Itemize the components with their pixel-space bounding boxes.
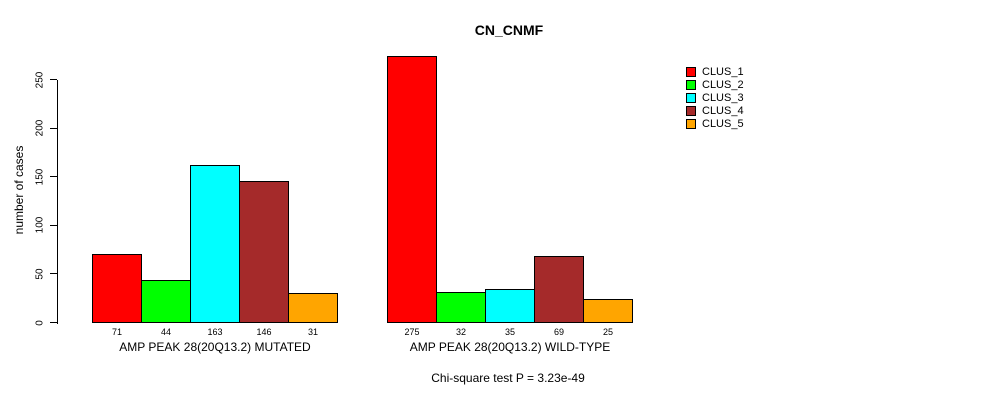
legend-label-clus_3: CLUS_3 [702,92,744,104]
y-axis-tick [50,176,57,177]
bar-value-label: 146 [256,327,272,337]
bar-group2-clus_3 [485,289,535,323]
legend-label-clus_5: CLUS_5 [702,118,744,130]
bar-group2-clus_4 [534,256,584,323]
bar-value-label: 71 [111,327,123,337]
bar-value-label: 35 [504,327,516,337]
bar-group1-clus_4 [239,181,289,323]
legend-label-clus_2: CLUS_2 [702,79,744,91]
chart-title: CN_CNMF [474,22,544,38]
legend-swatch-clus_4 [686,106,696,116]
y-axis-tick [50,322,57,323]
bar-value-label: 25 [602,327,614,337]
chi-square-footnote: Chi-square test P = 3.23e-49 [431,371,585,385]
bar-value-label: 163 [207,327,223,337]
y-axis-tick [50,225,57,226]
bar-group1-clus_2 [141,280,191,323]
bar-group2-clus_5 [583,299,633,323]
y-axis-line [57,80,58,324]
y-axis-tick-label: 150 [34,168,46,186]
y-axis-tick-label: 50 [34,268,46,280]
bar-group1-clus_5 [288,293,338,323]
y-axis-tick-label: 0 [34,320,46,326]
bar-value-label: 69 [553,327,565,337]
bar-value-label: 31 [307,327,319,337]
y-axis-tick [50,128,57,129]
y-axis-tick [50,79,57,80]
y-axis-tick-label: 200 [34,119,46,137]
legend-label-clus_1: CLUS_1 [702,66,744,78]
legend-swatch-clus_5 [686,119,696,129]
bar-value-label: 44 [160,327,172,337]
x-axis-group-label: AMP PEAK 28(20Q13.2) MUTATED [119,340,311,354]
bar-value-label: 275 [404,327,420,337]
y-axis-tick-label: 250 [34,71,46,89]
bar-group1-clus_3 [190,165,240,323]
bar-group1-clus_1 [92,254,142,323]
y-axis-tick [50,273,57,274]
legend-label-clus_4: CLUS_4 [702,105,744,117]
bar-group2-clus_2 [436,292,486,323]
y-axis-tick-label: 100 [34,216,46,234]
x-axis-group-label: AMP PEAK 28(20Q13.2) WILD-TYPE [409,340,611,354]
bar-group2-clus_1 [387,56,437,323]
legend-swatch-clus_2 [686,80,696,90]
legend-swatch-clus_3 [686,93,696,103]
bar-value-label: 32 [455,327,467,337]
legend-swatch-clus_1 [686,67,696,77]
y-axis-label: number of cases [12,145,26,235]
